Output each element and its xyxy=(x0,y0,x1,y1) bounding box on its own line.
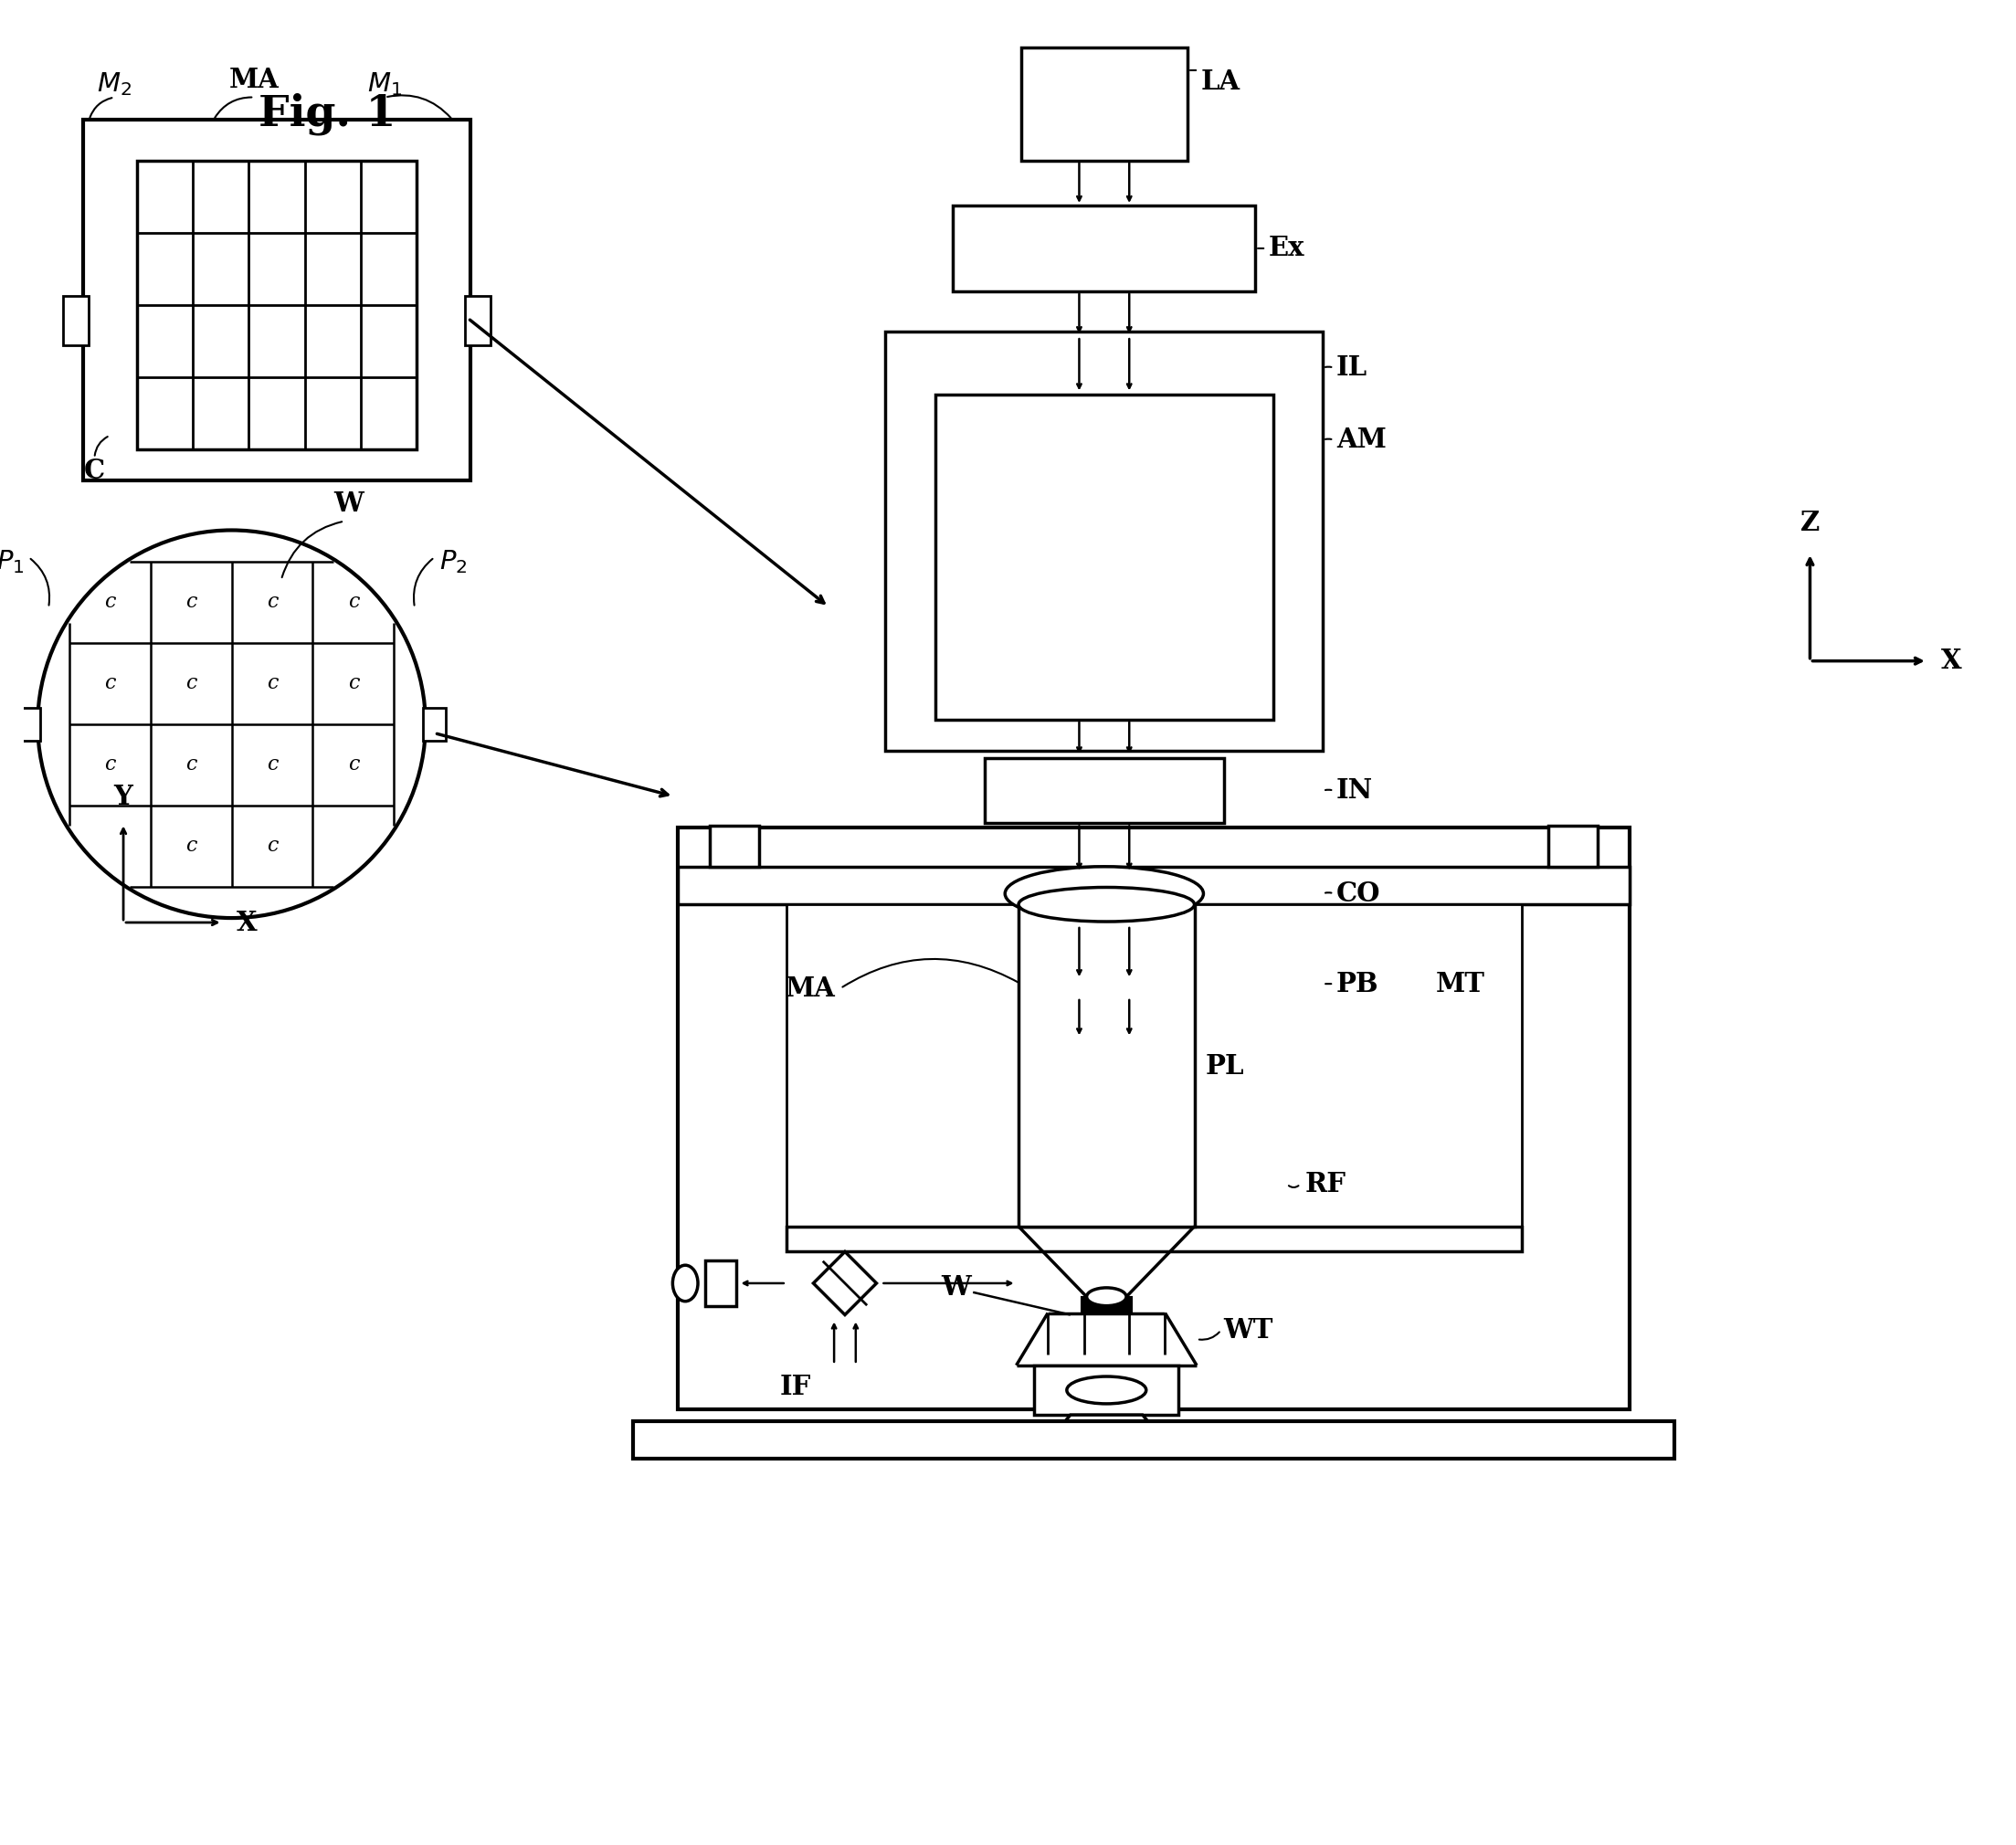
Ellipse shape xyxy=(1087,1288,1127,1306)
Polygon shape xyxy=(1038,1415,1173,1452)
Text: AM: AM xyxy=(1337,426,1387,454)
Text: c: c xyxy=(347,673,359,694)
Bar xyxy=(423,708,446,740)
Text: C: C xyxy=(85,458,105,485)
Circle shape xyxy=(38,530,425,919)
Bar xyxy=(1020,970,1187,998)
Bar xyxy=(706,1260,736,1306)
Bar xyxy=(1064,974,1077,994)
Text: W: W xyxy=(941,1275,972,1301)
Text: MA: MA xyxy=(786,976,837,1002)
Ellipse shape xyxy=(673,1266,698,1301)
Text: Fig. 1: Fig. 1 xyxy=(258,92,395,135)
Text: X: X xyxy=(236,910,256,935)
Ellipse shape xyxy=(1066,1376,1147,1404)
Bar xyxy=(18,708,40,740)
Text: IN: IN xyxy=(1337,777,1373,804)
Bar xyxy=(633,1421,1675,1459)
Text: c: c xyxy=(105,673,115,694)
Text: Ex: Ex xyxy=(1268,234,1304,262)
Bar xyxy=(1018,904,1193,1227)
Text: $P_2$: $P_2$ xyxy=(439,548,468,576)
Bar xyxy=(786,1227,1522,1251)
Ellipse shape xyxy=(1006,867,1204,921)
Text: c: c xyxy=(347,755,359,775)
Bar xyxy=(786,904,1522,1247)
Bar xyxy=(466,295,490,345)
Text: LA: LA xyxy=(1202,68,1240,94)
Bar xyxy=(1034,1365,1179,1415)
Polygon shape xyxy=(812,1251,877,1315)
Text: $M_1$: $M_1$ xyxy=(367,70,403,98)
Text: W: W xyxy=(335,491,363,517)
Text: $P_1$: $P_1$ xyxy=(0,548,24,576)
Text: IF: IF xyxy=(780,1373,810,1400)
Bar xyxy=(1081,1297,1131,1314)
Ellipse shape xyxy=(1018,887,1193,922)
Bar xyxy=(677,867,1629,904)
Bar xyxy=(710,827,760,867)
Bar xyxy=(1133,974,1143,994)
Text: PL: PL xyxy=(1206,1053,1244,1079)
Text: c: c xyxy=(105,755,115,775)
Bar xyxy=(1032,974,1042,994)
Text: c: c xyxy=(266,592,278,613)
Text: c: c xyxy=(347,592,359,613)
Bar xyxy=(1099,974,1109,994)
Text: WT: WT xyxy=(1224,1317,1274,1343)
Text: c: c xyxy=(185,755,198,775)
Bar xyxy=(885,332,1322,751)
Text: $M_2$: $M_2$ xyxy=(97,70,131,98)
Text: c: c xyxy=(185,673,198,694)
Bar xyxy=(1020,48,1187,161)
Text: RF: RF xyxy=(1304,1172,1347,1197)
Text: c: c xyxy=(266,755,278,775)
Text: PB: PB xyxy=(1337,970,1379,996)
Bar xyxy=(83,120,470,480)
Bar xyxy=(1165,974,1177,994)
Text: c: c xyxy=(266,673,278,694)
Text: Z: Z xyxy=(1800,509,1820,537)
Text: IL: IL xyxy=(1337,354,1367,382)
Text: c: c xyxy=(185,592,198,613)
Text: X: X xyxy=(1941,648,1962,673)
Bar xyxy=(935,395,1274,720)
Bar xyxy=(984,758,1224,823)
Bar xyxy=(62,295,89,345)
Text: MA: MA xyxy=(230,66,278,92)
Bar xyxy=(677,828,1629,1410)
Text: CO: CO xyxy=(1337,880,1381,908)
Bar xyxy=(137,161,417,448)
Text: c: c xyxy=(105,592,115,613)
Bar xyxy=(954,205,1256,292)
Text: Y: Y xyxy=(113,784,133,810)
Text: MT: MT xyxy=(1435,970,1486,996)
Text: c: c xyxy=(266,836,278,856)
Bar xyxy=(1548,827,1599,867)
Text: c: c xyxy=(185,836,198,856)
